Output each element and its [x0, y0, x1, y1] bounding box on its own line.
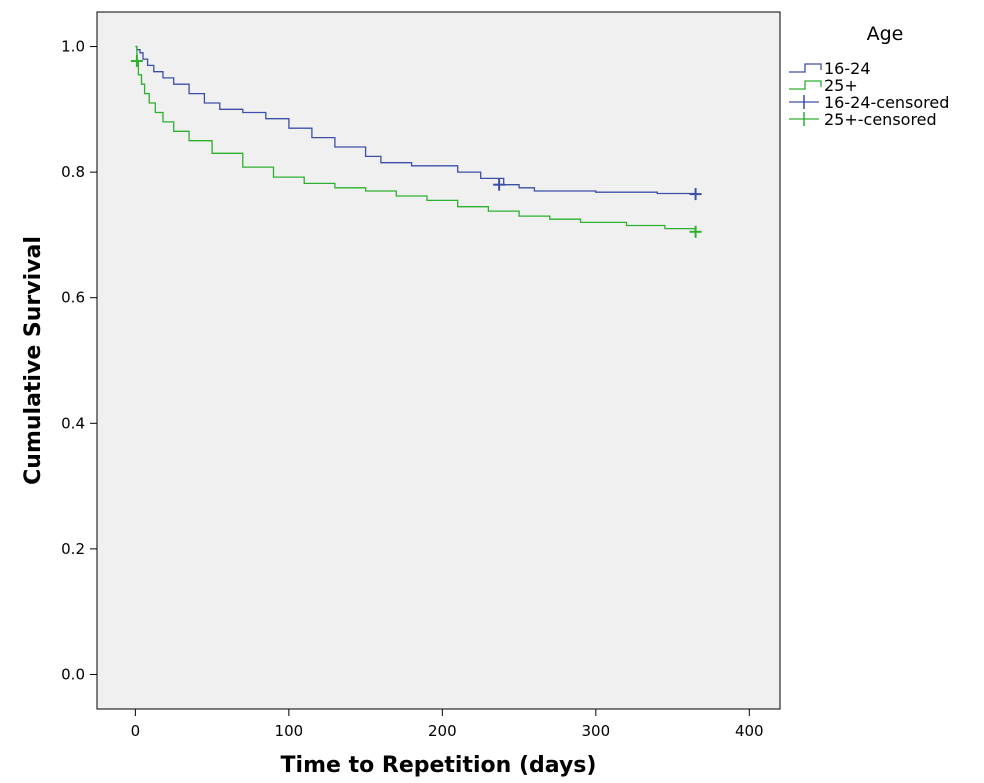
y-tick-label: 0.0 [61, 665, 85, 683]
legend-swatch-line [789, 63, 822, 73]
plot-area [96, 11, 781, 710]
y-tick-label: 0.6 [61, 289, 85, 307]
y-tick-label: 0.8 [61, 163, 85, 181]
legend-entry: 25+ [789, 76, 858, 95]
x-tick-label: 0 [131, 722, 141, 740]
y-tick-label: 0.2 [61, 540, 85, 558]
y-tick-label: 0.4 [61, 414, 85, 432]
censor-marker-25+-censored [130, 54, 143, 67]
y-axis-title: Cumulative Survival [21, 236, 46, 485]
series-line-25+ [135, 45, 697, 232]
legend-label: 25+-censored [824, 110, 937, 129]
legend-entry: 16-24-censored [789, 93, 949, 112]
legend-label: 16-24 [824, 59, 871, 78]
x-tick-label: 300 [581, 722, 610, 740]
legend-label: 25+ [824, 76, 858, 95]
legend-entry: 25+-censored [789, 110, 937, 129]
x-axis-title: Time to Repetition (days) [281, 753, 597, 778]
legend-title: Age [867, 23, 904, 45]
x-tick-label: 400 [735, 722, 764, 740]
legend-label: 16-24-censored [824, 93, 949, 112]
axes: 0.0 0.2 0.4 0.6 0.8 1.0 0 100 200 300 400 [61, 38, 763, 740]
x-tick-label: 100 [275, 722, 304, 740]
censor-marker-25+-censored [689, 225, 702, 238]
y-tick-label: 1.0 [61, 38, 85, 56]
series-line-16-24 [135, 45, 697, 195]
x-tick-label: 200 [428, 722, 457, 740]
legend-swatch-line [789, 80, 822, 90]
legend-entry: 16-24 [789, 59, 871, 78]
censor-marker-16-24-censored [493, 178, 506, 191]
plot-marks [130, 45, 702, 238]
censor-marker-16-24-censored [689, 188, 702, 201]
